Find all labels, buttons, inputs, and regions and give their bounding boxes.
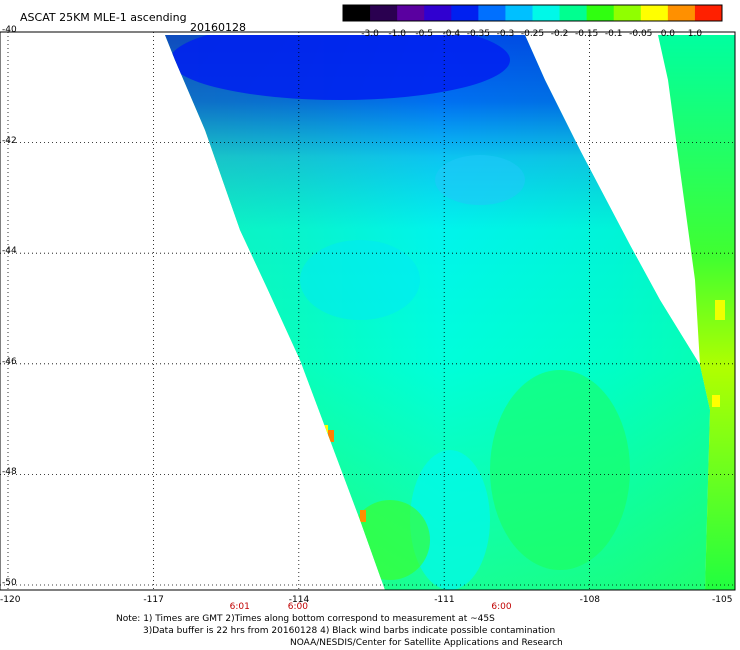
colorbar-label: -0.2: [551, 29, 569, 39]
colorbar-label: -0.1: [605, 29, 623, 39]
colorbar-label: -0.15: [575, 29, 598, 39]
time-label: 6:01: [229, 602, 250, 612]
swath-main: [165, 35, 710, 590]
colorbar-frame: [342, 4, 723, 22]
colorbar-label: -0.4: [443, 29, 461, 39]
time-label: 6:00: [491, 602, 512, 612]
colorbar-cell: [586, 5, 615, 21]
colorbar-label: -0.25: [521, 29, 544, 39]
lon-label: -114: [288, 595, 310, 605]
colorbar-label: -0.35: [467, 29, 490, 39]
time-label: 6:00: [287, 602, 309, 612]
colorbar-cell: [451, 5, 479, 21]
colorbar-label: -0.5: [415, 29, 433, 39]
colorbar-cell: [640, 5, 669, 21]
colorbar-label: -1.0: [388, 29, 406, 39]
colorbar-cell: [424, 5, 452, 21]
colorbar-cell: [397, 5, 425, 21]
lon-label: -117: [143, 595, 164, 605]
colorbar-cell: [370, 5, 398, 21]
colorbar-label: 1.0: [688, 29, 703, 39]
lat-label: -50: [2, 578, 17, 588]
gridlines: [0, 31, 736, 590]
colorbar-cell: [343, 5, 371, 21]
colorbar-label: -0.3: [497, 29, 515, 39]
map-date: 20160128: [190, 21, 246, 34]
lon-label: -105: [712, 595, 733, 605]
lat-label: -46: [2, 356, 17, 367]
lon-label: -111: [434, 595, 455, 605]
colorbar: -3.0 -1.0 -0.5 -0.4 -0.35 -0.3 -0.25 -0.2 -0.15-…: [342, 4, 723, 39]
map-title: ASCAT 25KM MLE-1 ascending: [20, 11, 187, 24]
colorbar-cell: [559, 5, 588, 21]
colorbar-cell: [694, 5, 723, 21]
lon-label: -108: [579, 595, 601, 605]
colorbar-cell: [532, 5, 561, 21]
colorbar-label: -3.0: [361, 29, 379, 39]
lon-label: -120: [0, 595, 21, 605]
lat-label: -40: [2, 25, 17, 35]
note-line-2: 3)Data buffer is 22 hrs from 20160128 4)…: [143, 626, 556, 636]
lat-label: -48: [2, 467, 17, 478]
colorbar-cell: [505, 5, 533, 21]
colorbar-cell: [667, 5, 696, 21]
colorbar-cell: [478, 5, 506, 21]
colorbar-cell: [613, 5, 642, 21]
lat-label: -42: [2, 135, 17, 146]
lat-label: -44: [2, 246, 17, 257]
note-line-3: NOAA/NESDIS/Center for Satellite Applica…: [290, 638, 563, 648]
map-frame: [0, 31, 736, 591]
note-line-1: Note: 1) Times are GMT 2)Times along bot…: [116, 614, 495, 624]
colorbar-label: 0.0: [661, 29, 676, 39]
colorbar-label: -0.05: [629, 29, 652, 39]
